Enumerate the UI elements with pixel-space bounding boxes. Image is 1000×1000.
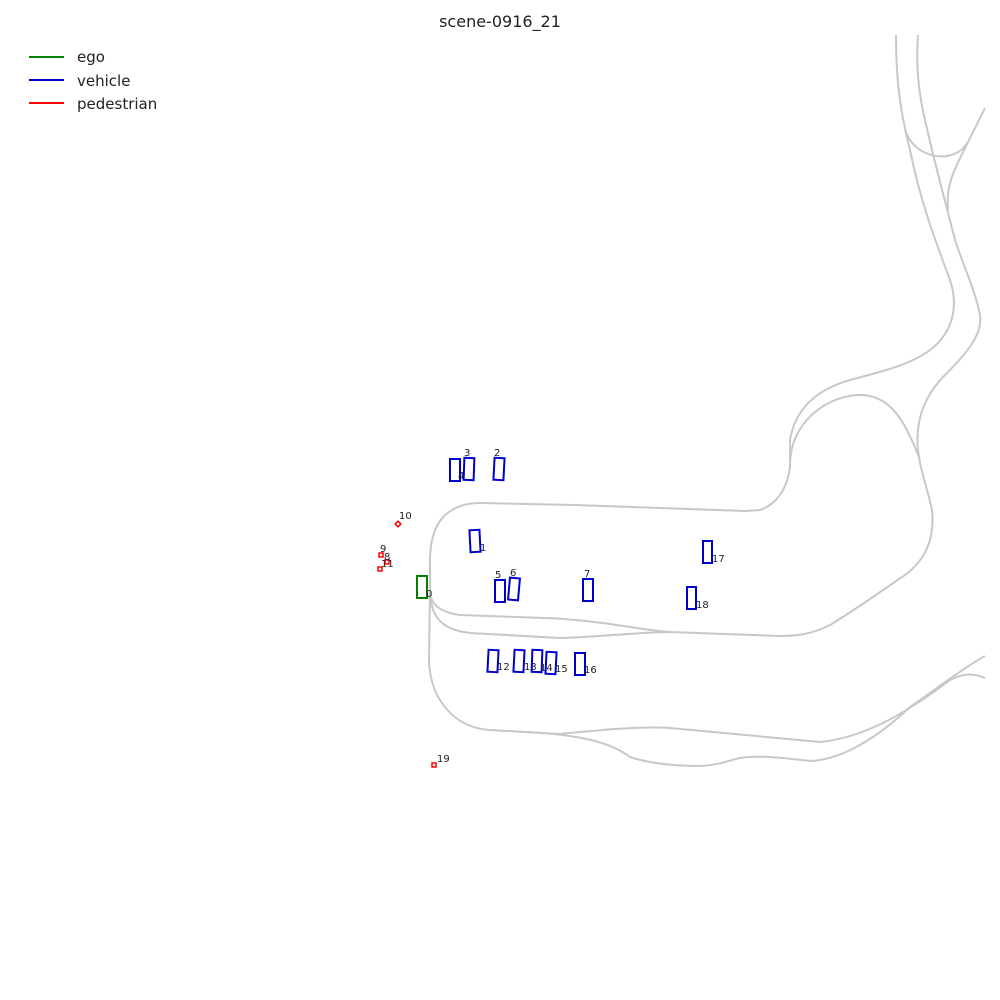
agent-label-16: 16	[584, 665, 597, 676]
legend: ego vehicle pedestrian	[29, 48, 157, 113]
lane-line	[430, 590, 670, 638]
agent-label-15: 15	[555, 664, 568, 675]
agent-label-9: 9	[380, 544, 386, 555]
vehicle-box	[464, 458, 475, 480]
agent-label-12: 12	[497, 662, 510, 673]
pedestrian-box	[395, 521, 401, 527]
lane-line	[790, 35, 954, 470]
agent-label-3: 3	[464, 448, 470, 459]
page-title: scene-0916_21	[439, 12, 561, 32]
agent-label-6: 6	[510, 568, 516, 579]
vehicle-box	[513, 650, 524, 672]
legend-label-vehicle: vehicle	[77, 72, 130, 90]
agent-label-7: 7	[584, 569, 590, 580]
legend-label-pedestrian: pedestrian	[77, 95, 157, 113]
lane-lines	[429, 35, 985, 766]
agent-label-2: 2	[494, 448, 500, 459]
agent-label-5: 5	[495, 570, 501, 581]
vehicle-box	[703, 541, 712, 563]
agent-label-4: 4	[458, 471, 464, 482]
vehicle-box	[495, 580, 505, 602]
agent-label-0: 0	[426, 589, 432, 600]
agent-label-10: 10	[399, 511, 412, 522]
lane-line	[670, 35, 980, 636]
vehicle-box	[687, 587, 696, 609]
lane-line	[790, 395, 920, 465]
legend-label-ego: ego	[77, 48, 105, 66]
agent-label-18: 18	[696, 600, 709, 611]
agent-label-19: 19	[437, 754, 450, 765]
agent-label-17: 17	[712, 554, 725, 565]
vehicle-box	[469, 530, 480, 552]
agent-label-11: 11	[381, 559, 394, 570]
vehicle-box	[508, 578, 520, 601]
agent-label-1: 1	[480, 543, 486, 554]
vehicle-box	[583, 579, 593, 601]
lane-line	[429, 590, 985, 742]
vehicle-box	[493, 458, 504, 480]
lane-line	[905, 108, 985, 156]
pedestrian-box	[432, 763, 436, 767]
